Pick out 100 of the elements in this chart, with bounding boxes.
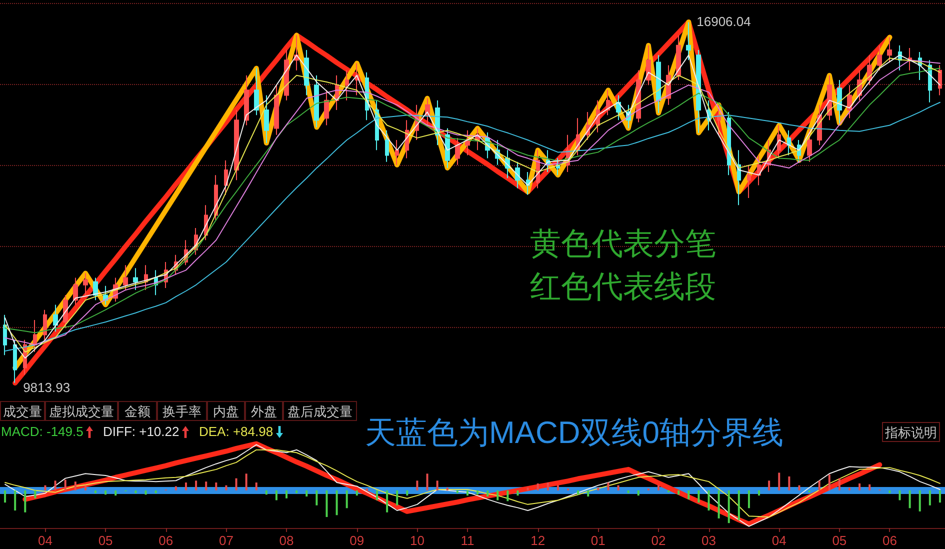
x-tick-label: 11	[460, 533, 474, 548]
bar	[657, 485, 660, 490]
candlestick	[827, 74, 832, 121]
bar	[114, 490, 117, 496]
bar	[205, 482, 208, 490]
bar	[426, 474, 428, 490]
bar	[868, 484, 871, 490]
annotation: 黄色代表分笔	[530, 226, 716, 262]
candlestick	[787, 130, 791, 156]
bar	[546, 482, 549, 490]
text: 成交量	[0, 401, 45, 421]
candlestick	[616, 94, 621, 121]
candlestick	[847, 84, 852, 119]
bar	[275, 490, 278, 500]
candlestick	[877, 44, 882, 71]
bar	[94, 490, 97, 494]
candlestick	[757, 154, 761, 186]
candlestick	[345, 70, 349, 101]
bar	[386, 490, 388, 512]
candlestick	[717, 104, 721, 136]
candlestick	[234, 109, 239, 181]
candlestick	[73, 277, 78, 306]
bar	[748, 490, 750, 508]
bar	[396, 490, 398, 506]
candlestick	[867, 54, 872, 86]
text: DEA: +84.98	[199, 424, 274, 440]
bar	[627, 490, 630, 494]
bar	[134, 490, 137, 494]
text: 虚拟成交量	[45, 401, 118, 421]
bar	[607, 482, 610, 490]
bar	[255, 482, 258, 490]
bar	[928, 490, 931, 506]
bar	[496, 490, 499, 500]
bar	[526, 488, 529, 490]
bar	[416, 480, 418, 490]
candlestick	[43, 309, 47, 340]
candlestick	[807, 130, 812, 162]
candlestick	[696, 49, 701, 134]
candlestick	[133, 268, 138, 290]
bar	[296, 490, 298, 494]
bar	[466, 490, 468, 496]
candlestick	[837, 79, 842, 124]
bar	[406, 490, 408, 496]
bar	[356, 490, 358, 496]
candlestick	[304, 49, 309, 96]
bar	[768, 480, 770, 490]
bar	[215, 482, 218, 490]
x-tick-label: 06	[882, 533, 897, 548]
candlestick	[646, 44, 651, 86]
bar	[104, 490, 107, 495]
bar	[54, 480, 56, 490]
bar	[536, 483, 539, 490]
bar	[918, 490, 921, 512]
bar	[637, 490, 640, 496]
bar	[225, 485, 228, 490]
x-tick-label: 04	[38, 533, 52, 548]
bar	[306, 490, 308, 496]
x-tick-label: 06	[158, 533, 174, 548]
bar	[828, 474, 830, 490]
bar	[718, 490, 720, 518]
bar	[818, 480, 820, 490]
text: 指标说明	[882, 422, 940, 442]
text: 内盘	[207, 401, 245, 421]
candlestick	[455, 137, 460, 166]
candlestick	[224, 160, 228, 196]
bar	[798, 485, 800, 490]
text: 金额	[118, 401, 157, 421]
bar	[908, 490, 911, 508]
x-tick-label: 04	[772, 533, 786, 548]
bar	[235, 478, 238, 490]
candlestick	[385, 130, 389, 162]
candlestick	[244, 74, 249, 126]
bar	[758, 490, 760, 496]
x-tick-label: 02	[651, 533, 666, 548]
bar	[938, 490, 941, 503]
bar	[486, 490, 489, 496]
x-tick-label: 07	[218, 533, 234, 548]
bar	[316, 490, 318, 506]
bar	[698, 490, 700, 503]
candlestick	[274, 84, 279, 136]
candlestick	[3, 314, 7, 356]
bar	[4, 490, 6, 503]
annotation: 16906.04	[696, 14, 751, 30]
bar	[597, 488, 600, 490]
bar	[738, 490, 740, 520]
bar	[376, 490, 378, 500]
text: 外盘	[245, 401, 283, 421]
x-tick-label: 08	[279, 533, 294, 548]
bar	[74, 482, 76, 490]
bar	[64, 480, 66, 490]
candlestick	[93, 277, 98, 301]
bar	[44, 485, 46, 490]
candlestick	[747, 164, 751, 198]
bar	[788, 476, 790, 490]
bar	[154, 490, 157, 494]
x-tick-label: 10	[410, 533, 424, 548]
bar	[265, 490, 268, 495]
x-tick-label: 05	[832, 533, 847, 548]
candlestick	[324, 90, 329, 126]
candlestick	[465, 130, 470, 156]
